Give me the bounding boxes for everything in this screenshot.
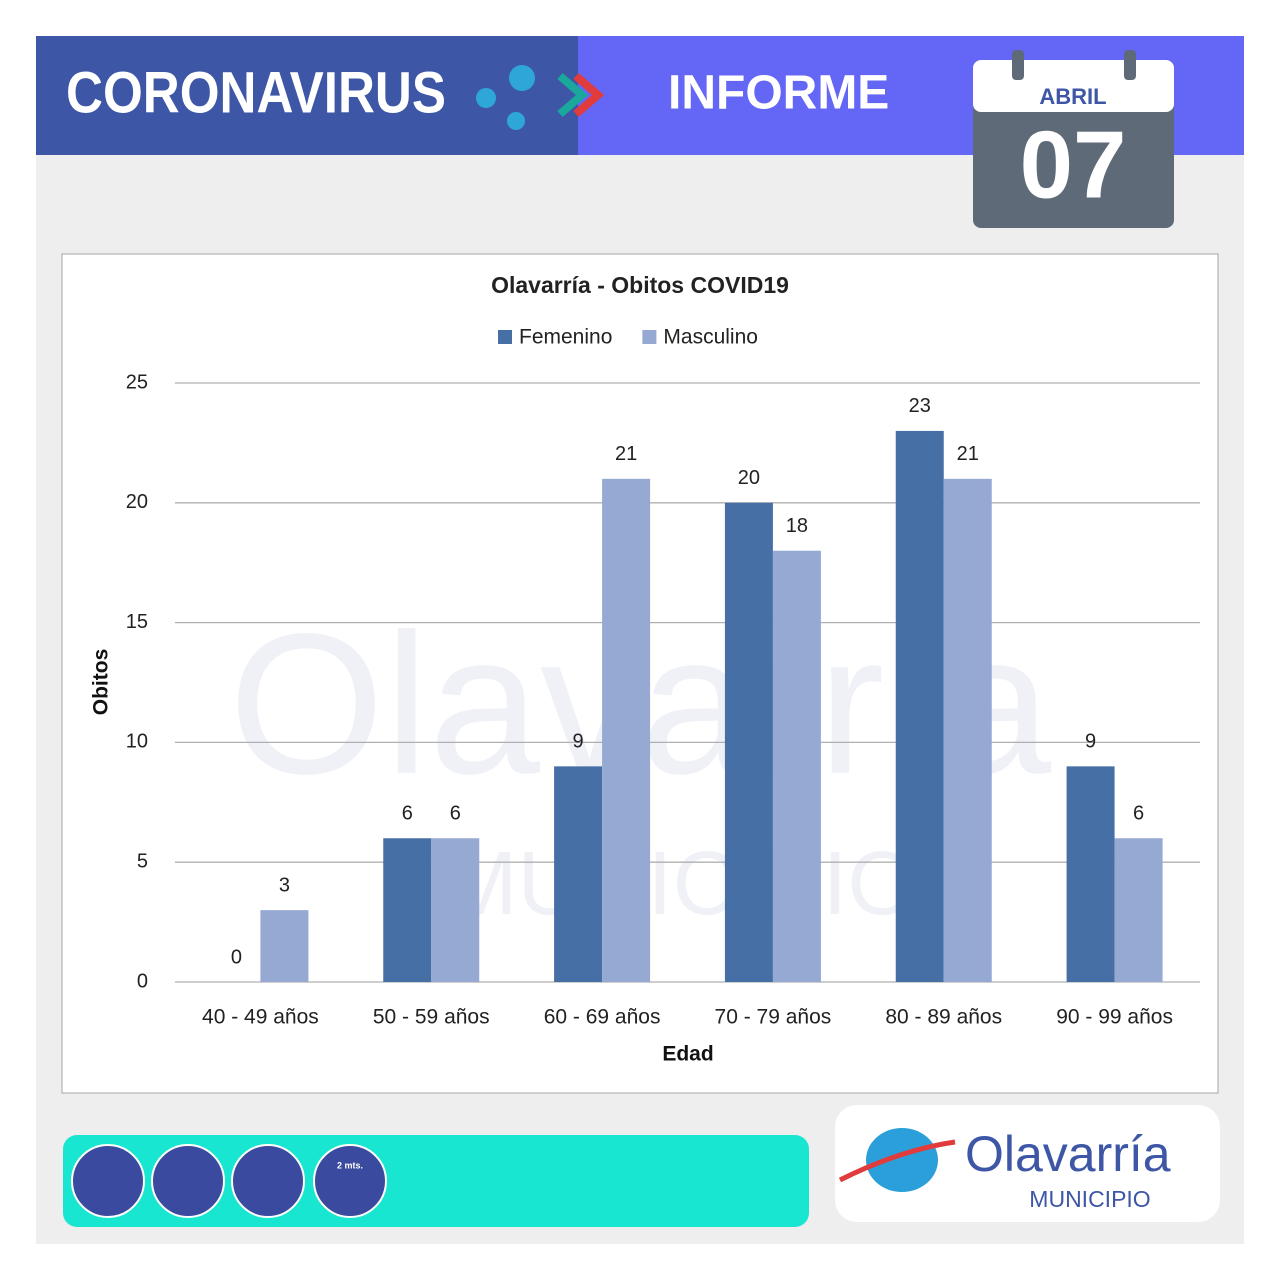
virus-icons [476, 65, 535, 130]
x-tick-label: 40 - 49 años [202, 1006, 319, 1029]
y-tick-label: 5 [137, 850, 148, 872]
data-label: 9 [1085, 731, 1096, 753]
logo-text: Olavarría [965, 1126, 1171, 1182]
data-label: 21 [615, 443, 637, 465]
legend-label: Masculino [663, 326, 758, 349]
y-axis-title: Obitos [90, 649, 113, 716]
data-label: 3 [279, 874, 290, 896]
bar [943, 478, 992, 982]
x-tick-label: 50 - 59 años [373, 1006, 490, 1029]
icon-label: 2 mts. [337, 1160, 363, 1170]
data-label: 6 [402, 803, 413, 825]
chevron [573, 72, 605, 118]
data-label: 23 [909, 395, 931, 417]
calendar-ring [1124, 50, 1136, 80]
bar [1114, 838, 1163, 982]
bar [1066, 766, 1115, 982]
y-tick-label: 20 [126, 491, 148, 513]
logo-mark [866, 1128, 938, 1192]
chart-title: Olavarría - Obitos COVID19 [491, 272, 789, 298]
legend-swatch [498, 330, 512, 344]
bar [724, 502, 773, 982]
bar [772, 550, 821, 982]
x-tick-label: 70 - 79 años [715, 1006, 832, 1029]
data-label: 9 [573, 731, 584, 753]
x-tick-label: 80 - 89 años [885, 1006, 1002, 1029]
x-tick-label: 60 - 69 años [544, 1006, 661, 1029]
header-subtitle: INFORME [668, 67, 889, 120]
legend-label: Femenino [519, 326, 612, 349]
data-label: 6 [450, 803, 461, 825]
x-tick-label: 90 - 99 años [1056, 1006, 1173, 1029]
header-title: CORONAVIRUS [66, 60, 446, 125]
data-label: 6 [1133, 803, 1144, 825]
plot: 0 5 10 15 20 25 Femenino Masculino 40 - 49 años 0… [126, 326, 1200, 1029]
y-tick-label: 0 [137, 970, 148, 992]
chevron [557, 72, 589, 118]
data-label: 20 [738, 467, 760, 489]
logo-subtext: MUNICIPIO [1029, 1186, 1150, 1212]
bar [602, 478, 651, 982]
calendar-day: 07 [1020, 111, 1127, 218]
y-tick-label: 15 [126, 611, 148, 633]
logo-box [835, 1105, 1220, 1222]
hygiene-icons [71, 1144, 387, 1218]
data-label: 18 [786, 515, 808, 537]
bar [431, 838, 480, 982]
data-label: 21 [957, 443, 979, 465]
bar [383, 838, 432, 982]
x-axis-title: Edad [662, 1043, 713, 1066]
data-label: 0 [231, 946, 242, 968]
logo-swoosh [838, 1139, 956, 1183]
legend-swatch [642, 330, 657, 344]
calendar-ring [1012, 50, 1024, 80]
watermark: MUNICIPIO [442, 834, 917, 934]
bar [554, 766, 603, 982]
bar [260, 910, 309, 982]
y-tick-label: 10 [126, 731, 148, 753]
calendar-month: ABRIL [1039, 84, 1106, 109]
bar [895, 430, 944, 982]
y-tick-label: 25 [126, 371, 148, 393]
